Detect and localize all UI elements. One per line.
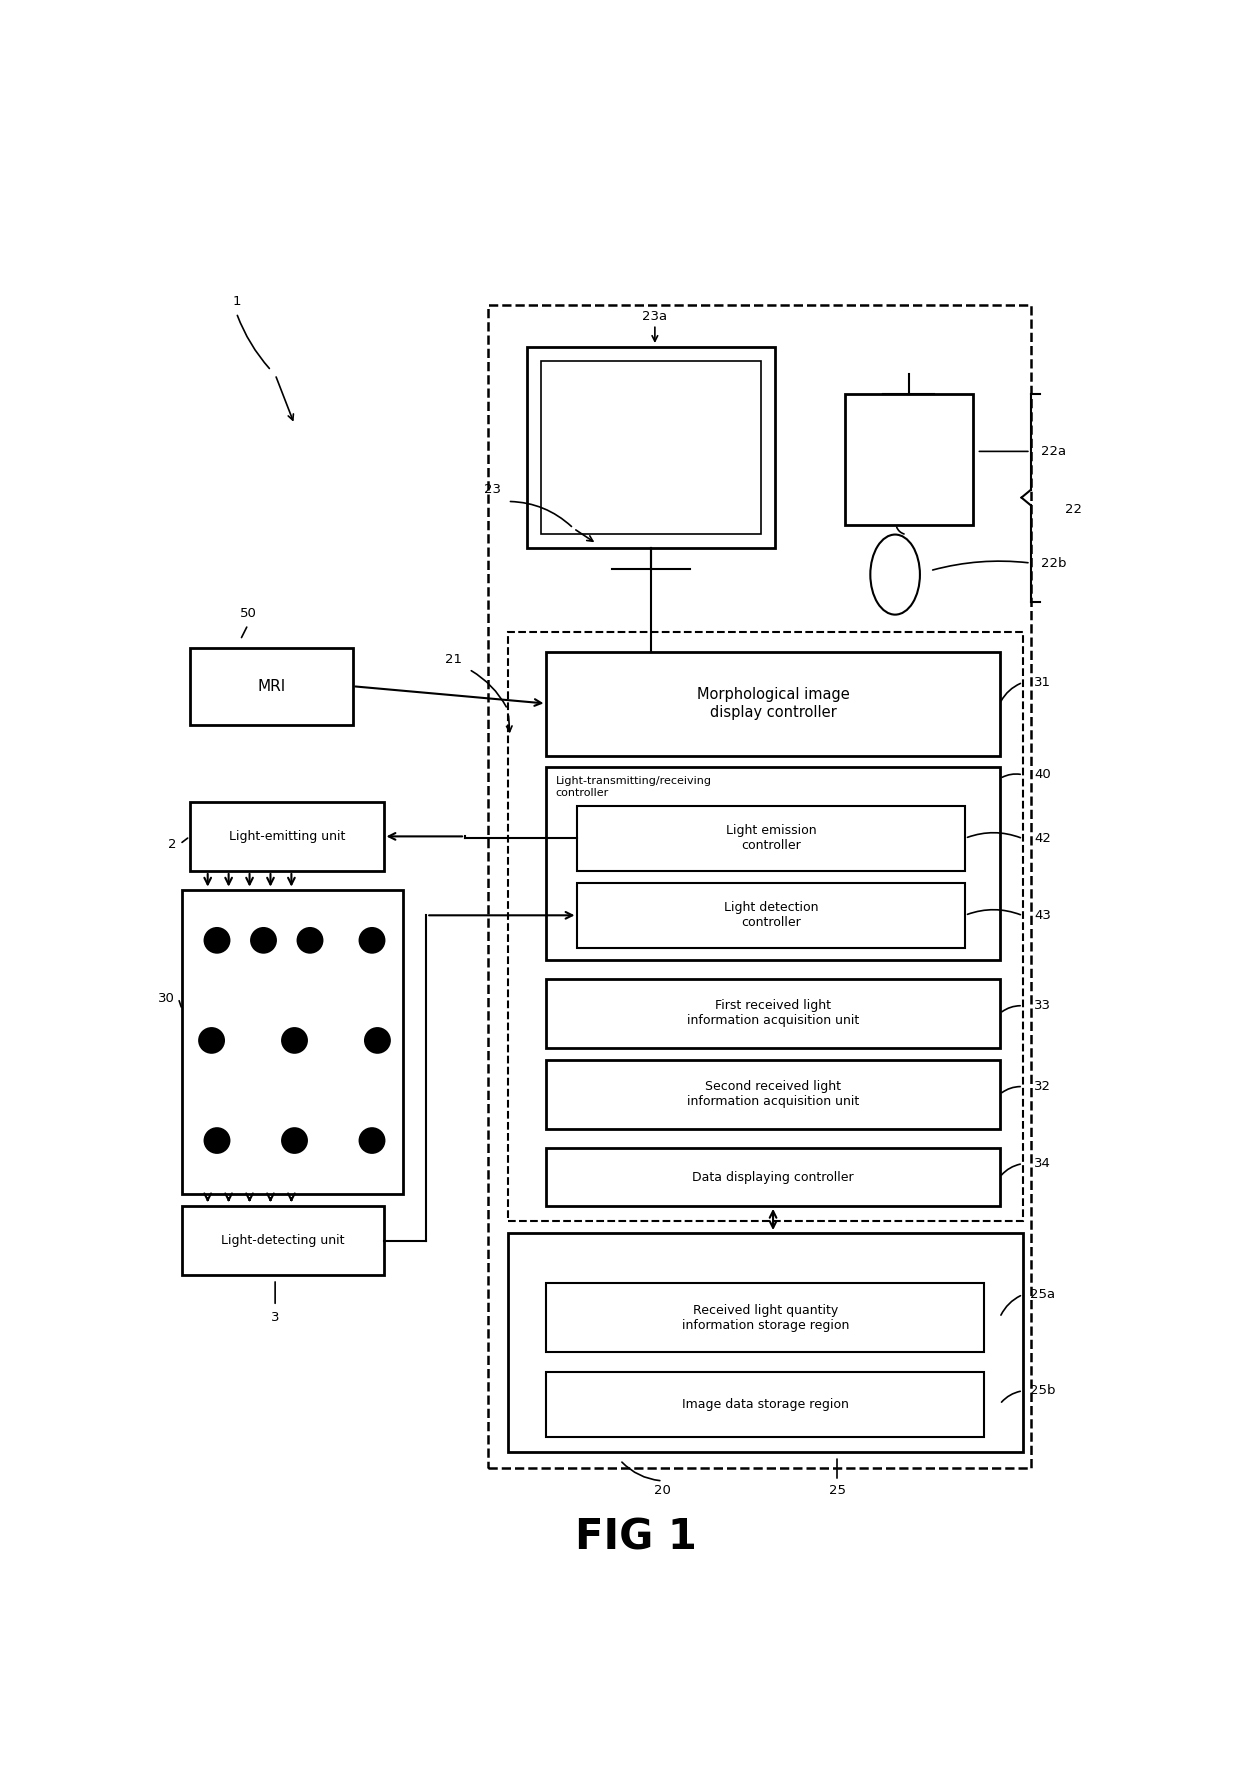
Bar (547, 1282, 985, 1353)
Text: MRI: MRI (257, 678, 285, 694)
Circle shape (360, 927, 384, 952)
Text: 22: 22 (1065, 503, 1081, 516)
Text: 23a: 23a (642, 311, 667, 323)
Text: Data displaying controller: Data displaying controller (692, 1171, 854, 1183)
Bar (547, 766, 999, 959)
Text: 25b: 25b (1029, 1385, 1055, 1397)
Text: 25: 25 (828, 1485, 846, 1498)
Text: Light emission
controller: Light emission controller (725, 825, 816, 853)
Bar (182, 1206, 383, 1275)
Text: FIG 1: FIG 1 (574, 1515, 697, 1558)
Text: Second received light
information acquisition unit: Second received light information acquis… (687, 1081, 859, 1109)
Text: Morphological image
display controller: Morphological image display controller (697, 687, 849, 721)
Text: 32: 32 (1034, 1081, 1050, 1093)
Text: 2: 2 (167, 837, 176, 851)
Text: 3: 3 (270, 1310, 279, 1324)
Text: 42: 42 (1034, 832, 1050, 846)
Circle shape (200, 1028, 224, 1053)
Ellipse shape (870, 535, 920, 615)
Text: 40: 40 (1034, 768, 1050, 781)
Text: Received light quantity
information storage region: Received light quantity information stor… (682, 1303, 849, 1332)
Bar (844, 394, 972, 525)
Text: 23: 23 (484, 484, 501, 496)
Bar (547, 1060, 999, 1128)
Circle shape (360, 1128, 384, 1153)
Bar (541, 362, 761, 533)
Bar (547, 652, 999, 756)
Text: Light-emitting unit: Light-emitting unit (228, 830, 345, 842)
Text: 1: 1 (232, 295, 241, 307)
Text: 43: 43 (1034, 909, 1050, 922)
Text: 34: 34 (1034, 1157, 1050, 1171)
Text: First received light
information acquisition unit: First received light information acquisi… (687, 1000, 859, 1028)
Circle shape (365, 1028, 389, 1053)
Text: Light-detecting unit: Light-detecting unit (221, 1234, 345, 1247)
Bar (547, 978, 999, 1049)
Text: Image data storage region: Image data storage region (682, 1397, 848, 1411)
Bar (190, 802, 383, 871)
Bar (547, 1148, 999, 1206)
Text: Light detection
controller: Light detection controller (724, 901, 818, 929)
Text: 33: 33 (1034, 1000, 1050, 1012)
Circle shape (283, 1128, 306, 1153)
Bar (190, 648, 352, 724)
Text: 50: 50 (239, 606, 257, 620)
Bar (182, 890, 403, 1194)
Text: Light-transmitting/receiving
controller: Light-transmitting/receiving controller (556, 777, 712, 798)
Text: 22a: 22a (1042, 445, 1066, 457)
Bar (507, 632, 1023, 1222)
Bar (507, 1233, 1023, 1452)
Text: 25a: 25a (1029, 1287, 1055, 1302)
Circle shape (205, 927, 229, 952)
Bar (578, 883, 965, 948)
Text: 20: 20 (655, 1485, 671, 1498)
Bar (547, 1372, 985, 1438)
Circle shape (250, 927, 275, 952)
Circle shape (283, 1028, 306, 1053)
Text: 21: 21 (445, 653, 461, 666)
Bar (578, 805, 965, 871)
Bar (489, 306, 1030, 1468)
Text: 31: 31 (1034, 676, 1050, 689)
Bar (527, 348, 775, 547)
Text: 22b: 22b (1042, 556, 1066, 570)
Circle shape (298, 927, 322, 952)
Text: 30: 30 (159, 991, 175, 1005)
Circle shape (205, 1128, 229, 1153)
